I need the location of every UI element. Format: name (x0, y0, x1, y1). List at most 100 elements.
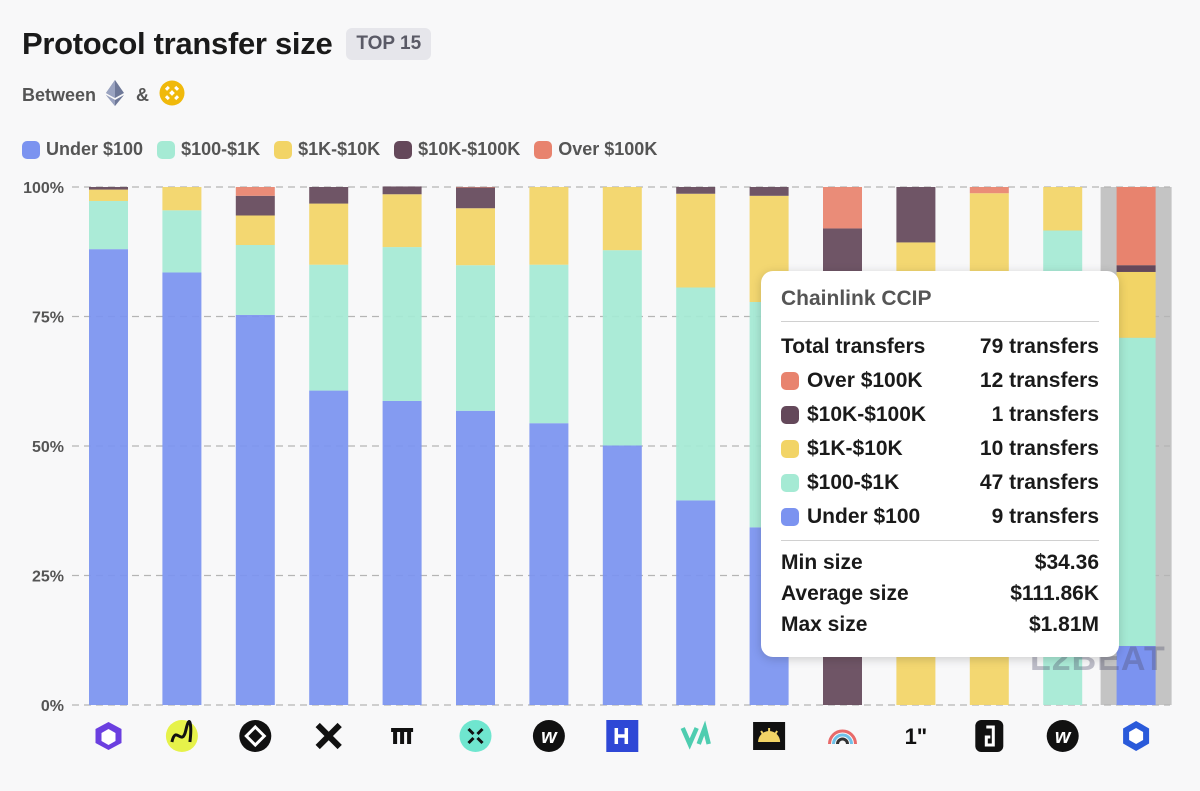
tooltip-max-value: $1.81M (1028, 612, 1099, 636)
legend-10k-100k[interactable]: $10K-$100K (394, 139, 520, 160)
bar-segment-1k-10k (382, 194, 422, 248)
tooltip-swatch (781, 508, 799, 526)
top-badge: TOP 15 (346, 28, 432, 60)
y-tick-label: 25% (32, 569, 64, 586)
tooltip-divider (781, 321, 1099, 322)
w-circle-icon: w (1046, 720, 1079, 752)
chart-legend: Under $100 $100-$1K $1K-$10K $10K-$100K … (22, 139, 671, 160)
tooltip-row-over-100k: Over $100K 12 transfers (781, 364, 1099, 398)
tooltip-row-100-1k: $100-$1K 47 transfers (781, 466, 1099, 500)
tooltip-title: Chainlink CCIP (781, 287, 932, 310)
tooltip-total-label: Total transfers (781, 335, 926, 358)
legend-under-100[interactable]: Under $100 (22, 139, 143, 160)
chart-tooltip: Chainlink CCIP Total transfers 79 transf… (761, 271, 1119, 657)
legend-label: Under $100 (46, 139, 144, 159)
bar-segment-10k-100k (896, 187, 936, 243)
x-cross-icon (315, 722, 342, 750)
bar-segment-10k-100k (309, 187, 349, 204)
svg-text:w: w (1055, 726, 1072, 748)
y-tick-label: 100% (23, 180, 64, 197)
oneinch-icon: 1" (905, 724, 928, 749)
tooltip-min-row: Min size $34.36 (781, 547, 1099, 578)
y-tick-label: 50% (32, 439, 64, 456)
tooltip-max-row: Max size $1.81M (781, 609, 1099, 640)
legend-swatch (274, 140, 293, 159)
svg-text:1": 1" (905, 724, 928, 749)
bar-segment-over-100k (456, 187, 495, 188)
ampersand: & (136, 85, 150, 105)
tooltip-row-label: $1K-$10K (807, 437, 903, 460)
legend-over-100k[interactable]: Over $100K (534, 139, 657, 160)
bar-segment-100-1k (676, 287, 716, 501)
cube-icon (95, 722, 122, 750)
tooltip-row-label: $10K-$100K (807, 403, 927, 426)
tooltip-row-value: 47 transfers (979, 471, 1099, 494)
bar-segment-100-1k (382, 247, 422, 401)
bnb-icon (159, 80, 185, 111)
bar-segment-under-100 (162, 272, 202, 705)
tooltip-total-row: Total transfers 79 transfers (781, 330, 1099, 364)
bar-segment-under-100 (382, 400, 422, 705)
tooltip-min-label: Min size (781, 550, 863, 574)
tooltip-swatch (781, 440, 799, 458)
bar-segment-under-100 (602, 445, 642, 705)
legend-1k-10k[interactable]: $1K-$10K (274, 139, 380, 160)
tooltip-min-value: $34.36 (1034, 550, 1099, 574)
bar-segment-1k-10k (1043, 187, 1083, 231)
bar-segment-10k-100k (749, 187, 789, 196)
bar-segment-under-100 (235, 314, 275, 705)
bar-segment-1k-10k (235, 215, 275, 246)
bar-segment-1k-10k (676, 193, 716, 288)
bar-segment-under-100 (1116, 645, 1156, 705)
ethereum-icon (106, 80, 125, 111)
bar-segment-10k-100k (456, 187, 495, 209)
tooltip-divider (781, 540, 1099, 541)
bar-segment-10k-100k (89, 187, 128, 190)
w-circle-icon: w (532, 720, 565, 752)
bar-segment-1k-10k (309, 203, 349, 265)
tooltip-swatch (781, 406, 799, 424)
bar-segment-10k-100k (235, 195, 275, 216)
between-label: Between (22, 85, 97, 105)
bar-segment-100-1k (89, 200, 128, 250)
tooltip-swatch (781, 474, 799, 492)
bar-segment-under-100 (676, 500, 716, 705)
piggy-icon (975, 720, 1004, 752)
y-tick-label: 75% (32, 310, 64, 327)
bar-segment-over-100k (1116, 187, 1156, 266)
tooltip-row-label: Under $100 (807, 505, 921, 528)
squiggle-icon (165, 720, 198, 752)
legend-label: $1K-$10K (298, 139, 381, 159)
bar-segment-1k-10k (162, 187, 202, 211)
tooltip-row-value: 12 transfers (979, 369, 1099, 392)
tooltip-row-value: 10 transfers (979, 437, 1099, 460)
tooltip-row-under-100: Under $100 9 transfers (781, 500, 1099, 534)
chainlink-icon (1123, 721, 1150, 751)
bar-segment-under-100 (529, 423, 569, 705)
bar-segment-over-100k (969, 187, 1009, 194)
bar-segment-under-100 (309, 390, 349, 705)
tooltip-total-value: 79 transfers (979, 335, 1099, 358)
tooltip-row-10k-100k: $10K-$100K 1 transfers (781, 398, 1099, 432)
legend-swatch (22, 140, 40, 159)
bar-segment-100-1k (1116, 337, 1156, 646)
bar-segment-1k-10k (602, 187, 642, 251)
legend-swatch (157, 140, 176, 159)
chain-pair: Between & (22, 80, 185, 111)
bar-segment-100-1k (602, 250, 642, 446)
bar-segment-10k-100k (676, 187, 716, 194)
octagon-icon (239, 720, 272, 752)
bar-segment-100-1k (309, 264, 349, 391)
bar-segment-1k-10k (456, 208, 495, 266)
tooltip-avg-row: Average size $111.86K (781, 578, 1099, 609)
legend-label: $100-$1K (181, 139, 261, 159)
tooltip-row-label: Over $100K (807, 369, 923, 392)
svg-text:w: w (541, 726, 558, 748)
legend-100-1k[interactable]: $100-$1K (157, 139, 260, 160)
y-tick-label: 0% (41, 698, 64, 715)
h-square-icon (606, 720, 639, 752)
tooltip-row-1k-10k: $1K-$10K 10 transfers (781, 432, 1099, 466)
legend-label: $10K-$100K (418, 139, 521, 159)
bar-segment-under-100 (89, 249, 128, 705)
va-logo-icon (680, 720, 711, 750)
